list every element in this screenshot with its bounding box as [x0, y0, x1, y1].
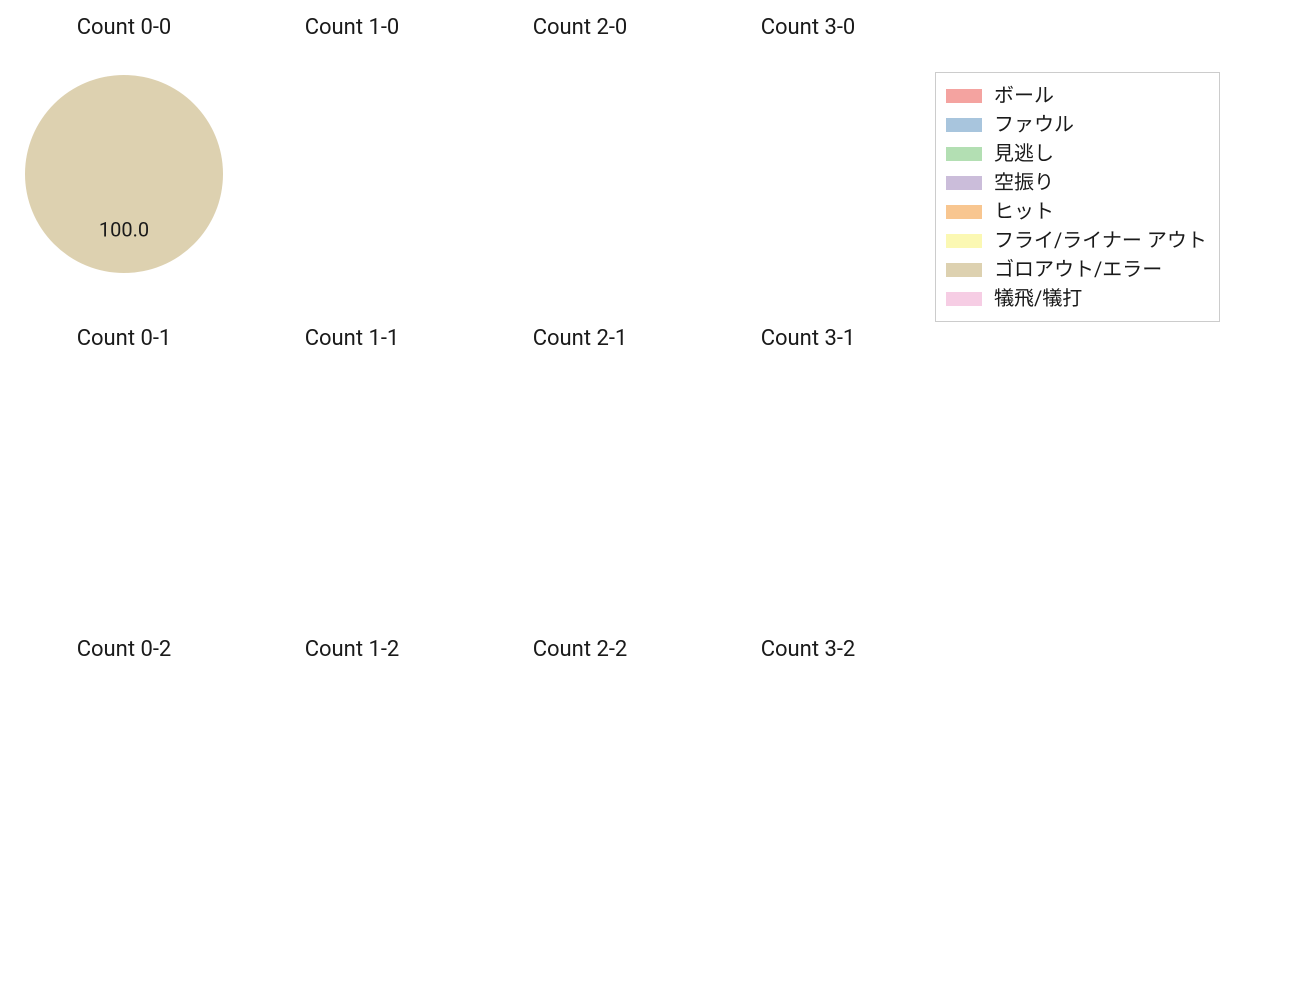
- panel-count-0-2: Count 0-2: [10, 627, 238, 937]
- panel-count-1-0: Count 1-0: [238, 5, 466, 315]
- pie-slice: [25, 75, 223, 273]
- legend-item: ファウル: [946, 110, 1207, 139]
- legend-label: ヒット: [994, 197, 1054, 226]
- panel-count-3-0: Count 3-0: [694, 5, 922, 315]
- legend-label: ゴロアウト/エラー: [994, 255, 1162, 284]
- panel-title: Count 0-2: [10, 637, 238, 662]
- panel-count-1-2: Count 1-2: [238, 627, 466, 937]
- panel-title: Count 2-2: [466, 637, 694, 662]
- panel-title: Count 1-2: [238, 637, 466, 662]
- panel-title: Count 3-1: [694, 326, 922, 351]
- legend-swatch: [946, 147, 982, 161]
- legend-item: フライ/ライナー アウト: [946, 226, 1207, 255]
- panel-count-2-2: Count 2-2: [466, 627, 694, 937]
- legend-label: ボール: [994, 81, 1054, 110]
- panel-title: Count 0-1: [10, 326, 238, 351]
- legend-swatch: [946, 234, 982, 248]
- panel-title: Count 1-1: [238, 326, 466, 351]
- panel-title: Count 2-0: [466, 15, 694, 40]
- panel-count-3-2: Count 3-2: [694, 627, 922, 937]
- legend-swatch: [946, 176, 982, 190]
- legend-label: 犠飛/犠打: [994, 284, 1082, 313]
- panel-title: Count 1-0: [238, 15, 466, 40]
- legend-item: 見逃し: [946, 139, 1207, 168]
- legend-swatch: [946, 205, 982, 219]
- legend-swatch: [946, 263, 982, 277]
- panel-count-3-1: Count 3-1: [694, 316, 922, 626]
- legend-label: 見逃し: [994, 139, 1054, 168]
- panel-count-0-0: Count 0-0 100.0: [10, 5, 238, 315]
- legend-item: ヒット: [946, 197, 1207, 226]
- legend-label: フライ/ライナー アウト: [994, 226, 1207, 255]
- legend-swatch: [946, 89, 982, 103]
- legend-item: 犠飛/犠打: [946, 284, 1207, 313]
- legend-item: ボール: [946, 81, 1207, 110]
- panel-count-0-1: Count 0-1: [10, 316, 238, 626]
- legend-label: 空振り: [994, 168, 1054, 197]
- panel-count-1-1: Count 1-1: [238, 316, 466, 626]
- panel-title: Count 0-0: [10, 15, 238, 40]
- pie-slice-label: 100.0: [99, 218, 149, 242]
- legend-swatch: [946, 118, 982, 132]
- legend-swatch: [946, 292, 982, 306]
- legend-item: 空振り: [946, 168, 1207, 197]
- pie-chart: 100.0: [10, 60, 238, 288]
- panel-title: Count 3-0: [694, 15, 922, 40]
- legend-item: ゴロアウト/エラー: [946, 255, 1207, 284]
- legend: ボールファウル見逃し空振りヒットフライ/ライナー アウトゴロアウト/エラー犠飛/…: [935, 72, 1220, 322]
- panel-count-2-0: Count 2-0: [466, 5, 694, 315]
- panel-title: Count 3-2: [694, 637, 922, 662]
- panel-count-2-1: Count 2-1: [466, 316, 694, 626]
- panel-title: Count 2-1: [466, 326, 694, 351]
- legend-label: ファウル: [994, 110, 1074, 139]
